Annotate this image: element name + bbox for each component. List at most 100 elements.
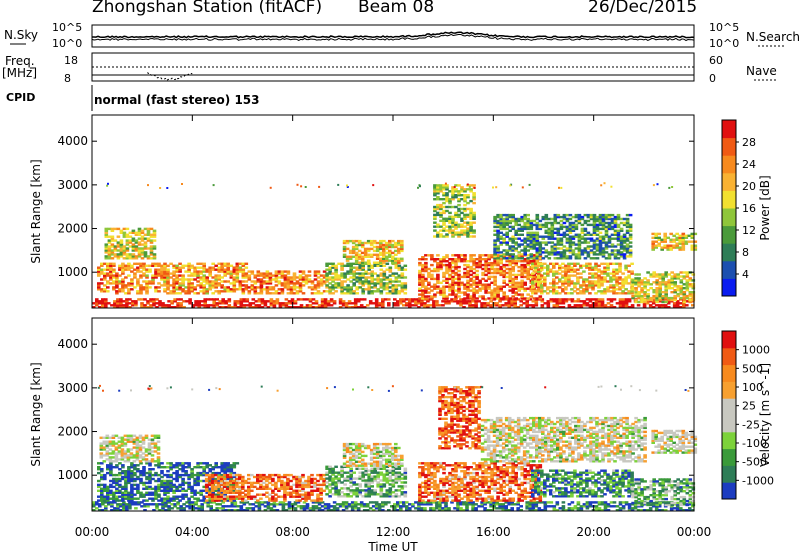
range-gate-cell: [290, 300, 295, 303]
range-gate-cell: [597, 306, 602, 309]
range-gate-cell: [235, 288, 240, 291]
range-gate-cell: [552, 290, 556, 293]
range-gate-cell: [546, 286, 550, 289]
range-gate-cell: [681, 244, 686, 247]
range-gate-cell: [469, 213, 473, 217]
range-gate-cell: [607, 217, 612, 221]
range-gate-cell: [457, 184, 461, 187]
range-gate-cell: [143, 241, 148, 244]
range-gate-cell: [560, 186, 563, 189]
range-gate-cell: [436, 275, 440, 279]
range-gate-cell: [621, 272, 625, 275]
range-gate-cell: [564, 274, 568, 277]
range-gate-cell: [574, 235, 579, 238]
range-gate-cell: [457, 190, 461, 193]
range-gate-cell: [618, 300, 623, 303]
range-gate-cell: [341, 304, 346, 307]
range-gate-cell: [568, 247, 573, 250]
range-gate-cell: [328, 292, 332, 295]
range-gate-cell: [106, 280, 110, 283]
range-gate-cell: [610, 227, 615, 231]
range-gate-cell: [214, 264, 218, 267]
range-gate-cell: [358, 286, 362, 289]
range-gate-cell: [664, 283, 668, 286]
range-gate-cell: [454, 190, 458, 193]
range-gate-cell: [121, 280, 125, 283]
range-gate-cell: [579, 290, 583, 293]
range-gate-cell: [394, 288, 399, 291]
range-gate-cell: [118, 485, 122, 489]
range-gate-cell: [618, 304, 623, 307]
range-gate-cell: [302, 507, 307, 510]
range-gate-cell: [465, 501, 469, 504]
range-gate-cell: [537, 268, 541, 271]
range-gate-cell: [556, 231, 561, 234]
range-gate-cell: [466, 227, 470, 230]
range-gate-cell: [600, 276, 604, 279]
range-gate-cell: [385, 243, 389, 247]
range-gate-cell: [100, 264, 104, 267]
range-gate-cell: [580, 253, 585, 256]
range-gate-cell: [550, 223, 555, 227]
range-gate-cell: [178, 278, 182, 281]
range-gate-cell: [679, 298, 683, 301]
range-gate-cell: [682, 275, 687, 278]
range-gate-cell: [588, 282, 592, 285]
range-gate-cell: [673, 281, 677, 284]
range-gate-cell: [396, 505, 400, 508]
range-gate-cell: [534, 290, 538, 293]
range-gate-cell: [133, 483, 137, 487]
echo-region: [531, 262, 634, 295]
range-gate-cell: [676, 277, 680, 280]
range-gate-cell: [675, 300, 680, 303]
range-gate-cell: [523, 217, 527, 221]
range-gate-cell: [463, 229, 467, 232]
range-gate-cell: [181, 288, 185, 291]
range-gate-cell: [110, 229, 115, 232]
range-gate-cell: [493, 269, 497, 273]
range-gate-cell: [388, 268, 393, 271]
nave-tick-low: 0: [709, 72, 716, 85]
range-gate-cell: [454, 194, 458, 197]
range-gate-cell: [143, 253, 148, 256]
range-gate-cell: [381, 505, 385, 508]
range-gate-cell: [594, 268, 598, 271]
range-gate-cell: [269, 186, 272, 189]
range-gate-cell: [460, 233, 464, 236]
range-gate-cell: [160, 278, 164, 281]
range-gate-cell: [459, 300, 463, 303]
range-gate-cell: [672, 238, 676, 241]
range-gate-cell: [277, 276, 282, 279]
range-gate-cell: [651, 298, 656, 301]
range-gate-cell: [226, 268, 230, 271]
range-gate-cell: [535, 257, 540, 260]
range-gate-cell: [465, 302, 469, 305]
range-gate-cell: [589, 213, 594, 217]
range-gate-cell: [463, 194, 467, 197]
range-gate-cell: [454, 295, 458, 298]
range-gate-cell: [499, 273, 503, 277]
range-gate-cell: [161, 501, 165, 504]
range-gate-cell: [124, 475, 128, 479]
range-gate-cell: [332, 501, 337, 504]
range-gate-cell: [405, 507, 409, 510]
range-gate-cell: [493, 249, 497, 252]
range-gate-cell: [373, 290, 377, 293]
range-gate-cell: [253, 274, 258, 277]
range-gate-cell: [556, 257, 561, 260]
range-gate-cell: [247, 290, 252, 293]
range-gate-cell: [323, 304, 328, 307]
range-gate-cell: [247, 292, 252, 295]
range-gate-cell: [505, 219, 509, 223]
range-gate-cell: [571, 249, 576, 252]
range-gate-cell: [666, 246, 670, 249]
range-gate-cell: [469, 258, 473, 261]
range-gate-cell: [588, 306, 593, 309]
range-gate-cell: [463, 190, 467, 193]
range-gate-cell: [423, 503, 427, 506]
range-gate-cell: [400, 284, 405, 287]
range-gate-cell: [100, 477, 104, 481]
range-gate-cell: [573, 304, 578, 307]
range-gate-cell: [652, 296, 656, 300]
range-gate-cell: [208, 288, 212, 291]
